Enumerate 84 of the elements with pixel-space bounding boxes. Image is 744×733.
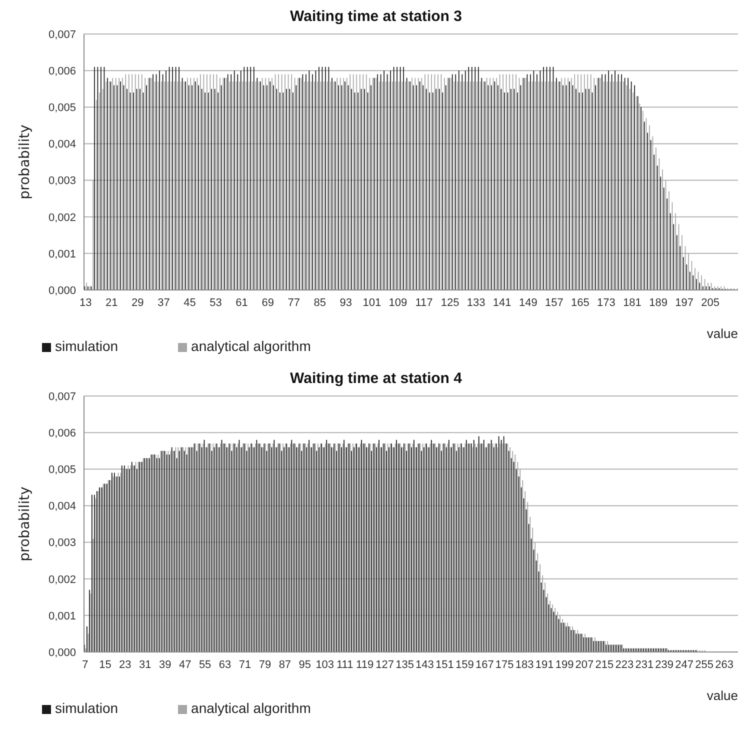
- y-tick-label: 0,003: [48, 537, 76, 550]
- x-tick-label: 141: [492, 296, 512, 309]
- y-tick-label: 0,007: [48, 28, 76, 41]
- x-tick-label: 231: [635, 658, 654, 671]
- x-axis-title: value: [706, 688, 738, 703]
- x-tick-label: 143: [416, 658, 434, 671]
- x-tick-label: 15: [99, 658, 112, 671]
- x-tick-label: 93: [340, 296, 352, 309]
- x-tick-label: 191: [535, 658, 554, 671]
- x-tick-label: 159: [455, 658, 474, 671]
- x-tick-label: 77: [288, 296, 300, 309]
- x-tick-label: 167: [475, 658, 494, 671]
- x-tick-label: 181: [623, 296, 642, 309]
- legend-label: simulation: [55, 338, 118, 354]
- y-tick-label: 0,000: [48, 284, 76, 297]
- x-tick-label: 47: [178, 658, 192, 671]
- x-tick-label: 87: [278, 658, 292, 671]
- x-tick-label: 173: [597, 296, 616, 309]
- y-tick-label: 0,000: [48, 646, 76, 659]
- x-tick-label: 111: [336, 658, 354, 671]
- y-axis-title: probability: [16, 124, 33, 200]
- legend-label: analytical algorithm: [191, 700, 311, 716]
- y-tick-label: 0,005: [48, 102, 76, 114]
- y-tick-label: 0,004: [48, 138, 76, 151]
- y-tick-label: 0,001: [48, 248, 76, 260]
- x-tick-label: 31: [139, 658, 152, 671]
- y-tick-label: 0,002: [48, 574, 76, 586]
- y-axis-title: probability: [16, 486, 33, 562]
- legend-label: analytical algorithm: [191, 338, 311, 354]
- x-tick-label: 189: [649, 296, 668, 309]
- x-tick-label: 205: [701, 296, 720, 309]
- x-tick-label: 23: [119, 658, 132, 671]
- x-tick-label: 21: [106, 296, 118, 309]
- x-tick-label: 39: [159, 658, 172, 671]
- x-tick-label: 199: [555, 658, 574, 671]
- y-tick-label: 0,004: [48, 500, 76, 513]
- chart-title: Waiting time at station 4: [289, 370, 463, 389]
- legend-label: simulation: [55, 700, 118, 716]
- x-tick-label: 207: [575, 658, 594, 671]
- y-tick-label: 0,007: [48, 390, 76, 403]
- x-tick-label: 151: [436, 658, 454, 671]
- x-tick-label: 71: [238, 658, 252, 671]
- x-tick-label: 45: [184, 296, 196, 309]
- x-tick-label: 127: [376, 658, 394, 671]
- x-tick-label: 13: [80, 296, 92, 309]
- x-tick-label: 29: [132, 296, 144, 309]
- x-tick-label: 165: [571, 296, 590, 309]
- x-tick-label: 197: [675, 296, 694, 309]
- x-tick-label: 183: [515, 658, 534, 671]
- x-tick-label: 135: [396, 658, 414, 671]
- y-tick-label: 0,003: [48, 175, 76, 188]
- x-tick-label: 69: [262, 296, 274, 309]
- x-tick-label: 239: [655, 658, 674, 671]
- x-tick-label: 149: [518, 296, 538, 309]
- x-tick-label: 157: [544, 296, 564, 309]
- y-tick-label: 0,001: [48, 610, 76, 622]
- x-tick-label: 61: [236, 296, 248, 309]
- x-tick-label: 175: [495, 658, 514, 671]
- x-tick-label: 7: [82, 658, 88, 671]
- x-tick-label: 133: [466, 296, 486, 309]
- x-tick-label: 255: [695, 658, 714, 671]
- x-tick-label: 85: [314, 296, 326, 309]
- x-tick-label: 79: [258, 658, 272, 671]
- x-axis-title: value: [706, 326, 738, 341]
- x-tick-label: 55: [198, 658, 212, 671]
- x-tick-label: 37: [158, 296, 170, 309]
- x-tick-label: 215: [595, 658, 614, 671]
- y-tick-label: 0,005: [48, 464, 76, 476]
- y-tick-label: 0,006: [48, 65, 76, 78]
- y-tick-label: 0,006: [48, 427, 76, 440]
- x-tick-label: 63: [218, 658, 232, 671]
- x-tick-label: 247: [675, 658, 694, 671]
- x-tick-label: 263: [715, 658, 734, 671]
- x-tick-label: 109: [388, 296, 408, 309]
- y-tick-label: 0,002: [48, 212, 76, 224]
- x-tick-label: 95: [298, 658, 312, 671]
- x-tick-label: 101: [362, 296, 382, 309]
- x-tick-label: 117: [415, 296, 433, 309]
- x-tick-label: 223: [615, 658, 634, 671]
- x-tick-label: 103: [316, 658, 334, 671]
- x-tick-label: 53: [210, 296, 222, 309]
- chart-title: Waiting time at station 3: [289, 8, 463, 27]
- x-tick-label: 125: [440, 296, 460, 309]
- x-tick-label: 119: [356, 658, 374, 671]
